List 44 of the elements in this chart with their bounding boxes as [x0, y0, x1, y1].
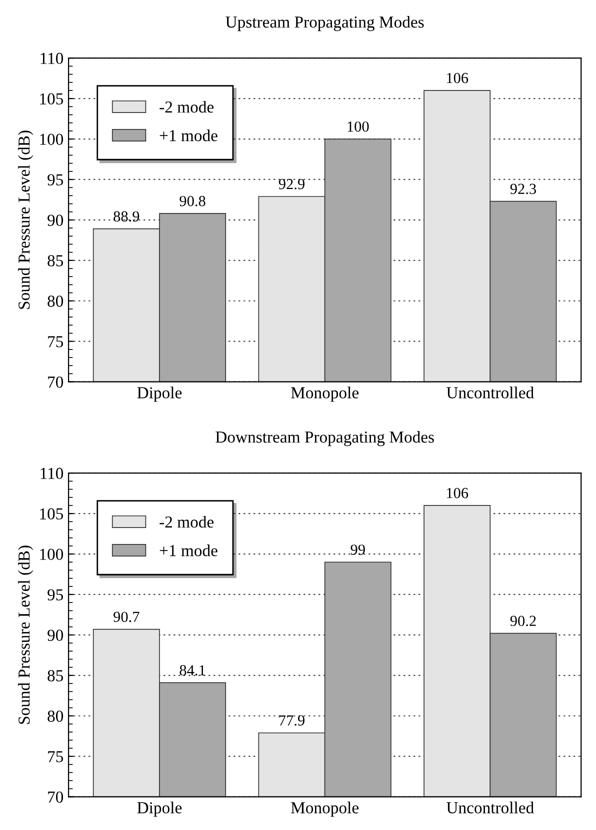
y-tick-label: 75 — [48, 751, 64, 762]
chart-title: Downstream Propagating Modes — [216, 430, 434, 446]
data-label: 90.2 — [510, 616, 536, 626]
legend-label: -2 mode — [160, 516, 214, 528]
y-tick-label: 85 — [48, 670, 64, 682]
data-label: 90.7 — [114, 612, 140, 622]
y-tick-label: 100 — [40, 134, 64, 145]
chart-title: Upstream Propagating Modes — [226, 16, 424, 32]
legend-label: +1 mode — [160, 544, 218, 556]
x-tick-label: Dipole — [137, 386, 182, 402]
y-tick-label: 90 — [48, 214, 64, 226]
y-axis-title: Sound Pressure Level (dB) — [18, 546, 34, 724]
y-tick-label: 70 — [48, 792, 64, 803]
y-tick-label: 95 — [48, 589, 64, 600]
data-label: 106 — [446, 72, 468, 84]
data-label: 90.8 — [180, 196, 206, 206]
x-tick-label: Monopole — [291, 802, 358, 817]
y-tick-label: 75 — [48, 336, 64, 348]
y-tick-label: 100 — [40, 548, 64, 560]
y-axis-title: Sound Pressure Level (dB) — [18, 130, 34, 309]
y-tick-label: 110 — [40, 468, 64, 480]
y-tick-label: 85 — [48, 255, 64, 266]
data-label: 77.9 — [279, 715, 304, 726]
y-tick-label: 70 — [48, 376, 64, 388]
y-tick-label: 80 — [48, 296, 64, 307]
legend-label: +1 mode — [160, 130, 218, 142]
data-label: 92.9 — [278, 178, 304, 190]
x-tick-label: Uncontrolled — [446, 386, 534, 398]
legend-label: -2 mode — [160, 100, 214, 113]
y-tick-label: 95 — [48, 174, 64, 186]
y-tick-label: 80 — [48, 710, 64, 722]
x-tick-label: Dipole — [137, 802, 182, 817]
data-label: 84.1 — [180, 665, 205, 676]
x-tick-label: Uncontrolled — [446, 802, 534, 814]
data-label: 88.9 — [114, 211, 140, 222]
data-label: 99 — [350, 544, 365, 555]
y-tick-label: 105 — [40, 508, 64, 520]
data-label: 100 — [348, 121, 369, 132]
y-tick-label: 90 — [48, 630, 64, 641]
data-label: 92.3 — [510, 184, 536, 194]
y-tick-label: 110 — [40, 52, 64, 64]
data-label: 106 — [446, 488, 468, 498]
y-tick-label: 105 — [40, 93, 64, 105]
x-tick-label: Monopole — [291, 386, 358, 402]
